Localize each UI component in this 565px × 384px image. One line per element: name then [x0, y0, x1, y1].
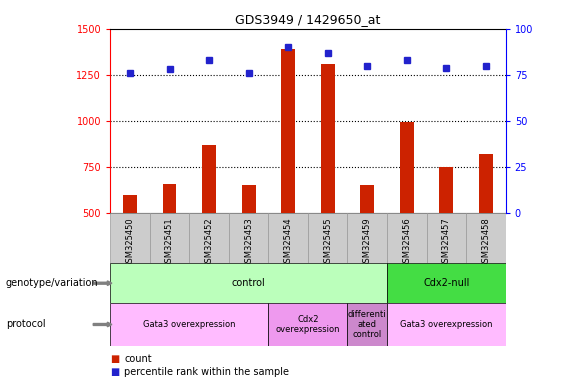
- Bar: [268, 213, 308, 263]
- Bar: [387, 303, 506, 346]
- Text: GSM325455: GSM325455: [323, 217, 332, 268]
- Bar: [479, 154, 493, 213]
- Text: Cdx2-null: Cdx2-null: [423, 278, 470, 288]
- Bar: [347, 213, 387, 263]
- Text: GSM325450: GSM325450: [125, 217, 134, 268]
- Bar: [387, 263, 506, 303]
- Bar: [110, 213, 150, 263]
- Bar: [163, 184, 176, 213]
- Bar: [400, 122, 414, 213]
- Bar: [242, 185, 255, 213]
- Bar: [321, 64, 334, 213]
- Bar: [268, 303, 347, 346]
- Text: GSM325451: GSM325451: [165, 217, 174, 268]
- Text: genotype/variation: genotype/variation: [6, 278, 98, 288]
- Bar: [360, 185, 374, 213]
- Bar: [281, 49, 295, 213]
- Text: GSM325454: GSM325454: [284, 217, 293, 268]
- Text: GSM325459: GSM325459: [363, 217, 372, 268]
- Bar: [189, 213, 229, 263]
- Bar: [347, 303, 387, 346]
- Bar: [150, 213, 189, 263]
- Bar: [123, 195, 137, 213]
- Bar: [229, 213, 268, 263]
- Bar: [427, 213, 466, 263]
- Bar: [110, 303, 268, 346]
- Text: Cdx2
overexpression: Cdx2 overexpression: [276, 315, 340, 334]
- Text: differenti
ated
control: differenti ated control: [348, 310, 386, 339]
- Bar: [440, 167, 453, 213]
- Text: ■: ■: [110, 354, 119, 364]
- Text: GSM325456: GSM325456: [402, 217, 411, 268]
- Text: Gata3 overexpression: Gata3 overexpression: [143, 320, 236, 329]
- Text: GSM325458: GSM325458: [481, 217, 490, 268]
- Bar: [308, 213, 347, 263]
- Text: control: control: [232, 278, 266, 288]
- Text: count: count: [124, 354, 152, 364]
- Bar: [110, 263, 387, 303]
- Text: GSM325457: GSM325457: [442, 217, 451, 268]
- Bar: [202, 145, 216, 213]
- Text: ■: ■: [110, 367, 119, 377]
- Bar: [387, 213, 427, 263]
- Bar: [466, 213, 506, 263]
- Title: GDS3949 / 1429650_at: GDS3949 / 1429650_at: [235, 13, 381, 26]
- Text: percentile rank within the sample: percentile rank within the sample: [124, 367, 289, 377]
- Text: GSM325452: GSM325452: [205, 217, 214, 268]
- Text: Gata3 overexpression: Gata3 overexpression: [400, 320, 493, 329]
- Text: protocol: protocol: [6, 319, 45, 329]
- Text: GSM325453: GSM325453: [244, 217, 253, 268]
